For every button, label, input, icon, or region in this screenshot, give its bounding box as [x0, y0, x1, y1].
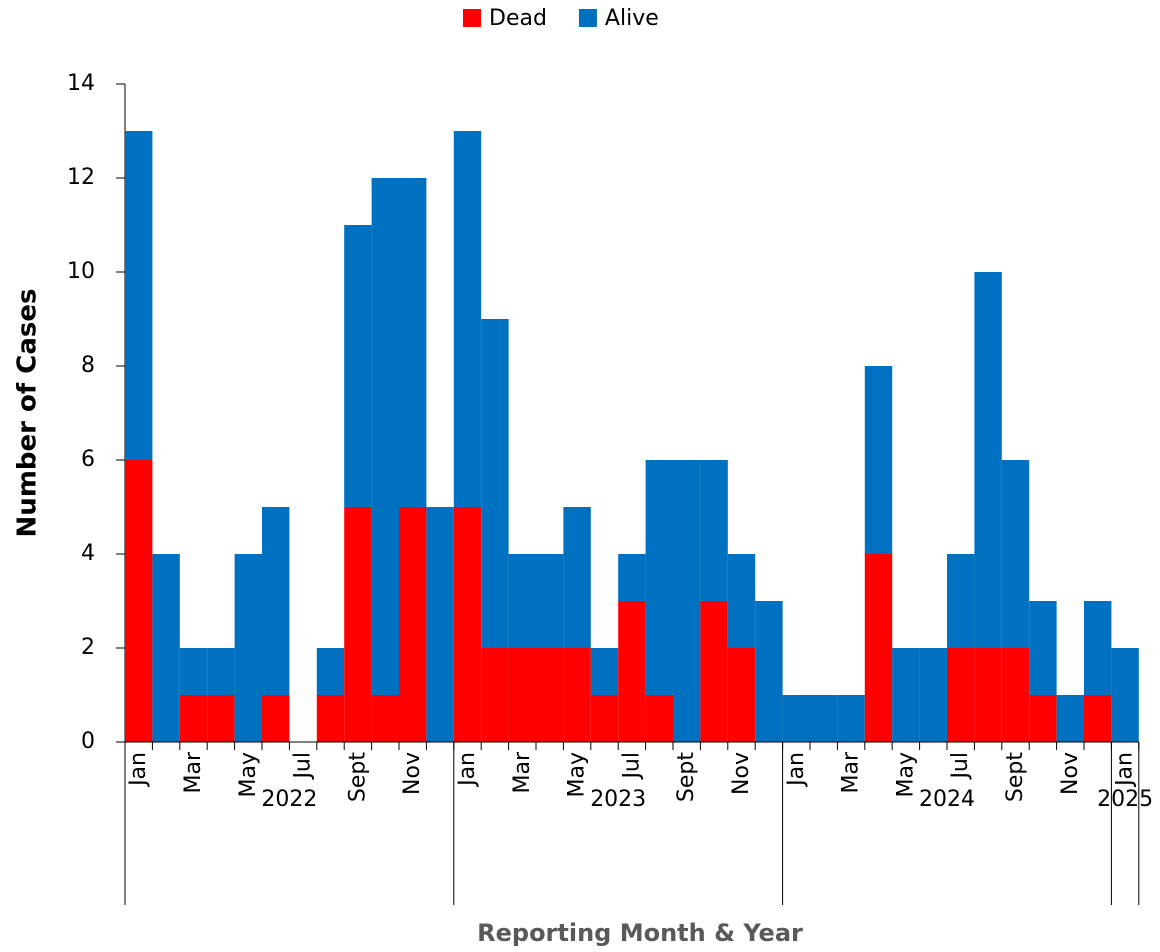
- x-tick-label: Nov: [1058, 752, 1083, 795]
- bar-segment: [399, 507, 426, 742]
- bar-segment: [454, 507, 481, 742]
- bar-segment: [207, 695, 234, 742]
- bar-segment: [180, 648, 207, 695]
- bar-segment: [1057, 695, 1084, 742]
- bar-segment: [700, 460, 727, 601]
- bar-segment: [152, 554, 179, 742]
- legend-label: Alive: [605, 6, 659, 31]
- bar-segment: [1029, 601, 1056, 695]
- x-tick-label: Sept: [345, 752, 370, 802]
- bar-segment: [207, 648, 234, 695]
- year-label: 2024: [919, 787, 975, 812]
- year-label: 2022: [261, 787, 317, 812]
- bar-segment: [125, 131, 152, 460]
- bar-segment: [235, 554, 262, 742]
- y-tick-label: 4: [81, 541, 95, 566]
- bar-segment: [1111, 648, 1138, 742]
- bar-segment: [591, 648, 618, 695]
- bar-segment: [810, 695, 837, 742]
- bar-segment: [481, 319, 508, 648]
- x-tick-label: Nov: [400, 752, 425, 795]
- bar-segment: [920, 648, 947, 742]
- bar-segment: [481, 648, 508, 742]
- bar-segment: [317, 695, 344, 742]
- legend-swatch: [463, 9, 481, 27]
- bar-segment: [618, 554, 645, 601]
- bar-segment: [563, 648, 590, 742]
- y-axis-title: Number of Cases: [13, 289, 43, 538]
- bar-segment: [755, 601, 782, 742]
- bar-segment: [728, 648, 755, 742]
- x-tick-label: May: [236, 752, 261, 797]
- x-tick-label: Jul: [291, 752, 316, 781]
- bar-segment: [509, 554, 536, 648]
- bar-segment: [454, 131, 481, 507]
- legend-swatch: [579, 9, 597, 27]
- x-tick-label: Mar: [510, 751, 535, 793]
- x-tick-label: May: [893, 752, 918, 797]
- y-tick-label: 6: [81, 447, 95, 472]
- bar-segment: [1084, 601, 1111, 695]
- x-tick-label: Nov: [729, 752, 754, 795]
- bar-segment: [262, 695, 289, 742]
- bar-segment: [262, 507, 289, 695]
- bar-segment: [700, 601, 727, 742]
- y-tick-label: 0: [81, 729, 95, 754]
- bar-segment: [673, 460, 700, 742]
- bar-segment: [125, 460, 152, 742]
- bar-segment: [509, 648, 536, 742]
- bar-segment: [646, 695, 673, 742]
- x-tick-label: May: [565, 752, 590, 797]
- bar-segment: [728, 554, 755, 648]
- y-tick-label: 12: [67, 165, 95, 190]
- x-axis-title: Reporting Month & Year: [477, 919, 803, 947]
- bar-segment: [865, 366, 892, 554]
- bar-segment: [947, 648, 974, 742]
- bar-segment: [536, 648, 563, 742]
- x-tick-label: Mar: [839, 751, 864, 793]
- y-tick-label: 10: [67, 259, 95, 284]
- bar-segment: [974, 648, 1001, 742]
- bar-segment: [837, 695, 864, 742]
- bar-segment: [591, 695, 618, 742]
- bar-segment: [317, 648, 344, 695]
- x-tick-label: Sept: [674, 752, 699, 802]
- y-tick-label: 14: [67, 71, 95, 96]
- x-tick-label: Sept: [1003, 752, 1028, 802]
- year-label: 2025: [1097, 787, 1153, 812]
- bar-segment: [399, 178, 426, 507]
- x-tick-label: Jul: [948, 752, 973, 781]
- bar-segment: [536, 554, 563, 648]
- bar-segment: [783, 695, 810, 742]
- x-tick-label: Jan: [455, 752, 480, 788]
- x-tick-label: Mar: [181, 751, 206, 793]
- bar-segment: [180, 695, 207, 742]
- bar-segment: [646, 460, 673, 695]
- x-tick-label: Jan: [126, 752, 151, 788]
- bar-segment: [1029, 695, 1056, 742]
- legend-label: Dead: [489, 6, 547, 31]
- bar-segment: [1002, 460, 1029, 648]
- bar-segment: [372, 695, 399, 742]
- x-tick-label: Jul: [619, 752, 644, 781]
- bar-segment: [947, 554, 974, 648]
- x-tick-label: Jan: [1113, 752, 1138, 788]
- x-tick-label: Jan: [784, 752, 809, 788]
- chart: Number of Cases Reporting Month & Year 0…: [0, 0, 1160, 952]
- bar-segment: [372, 178, 399, 695]
- y-tick-label: 2: [81, 635, 95, 660]
- bar-segment: [426, 507, 453, 742]
- bar-segment: [618, 601, 645, 742]
- bar-segment: [865, 554, 892, 742]
- bar-segment: [892, 648, 919, 742]
- bar-segment: [344, 225, 371, 507]
- year-label: 2023: [590, 787, 646, 812]
- bar-segment: [1002, 648, 1029, 742]
- bar-segment: [563, 507, 590, 648]
- bar-segment: [1084, 695, 1111, 742]
- y-tick-label: 8: [81, 353, 95, 378]
- bar-segment: [974, 272, 1001, 648]
- bar-segment: [344, 507, 371, 742]
